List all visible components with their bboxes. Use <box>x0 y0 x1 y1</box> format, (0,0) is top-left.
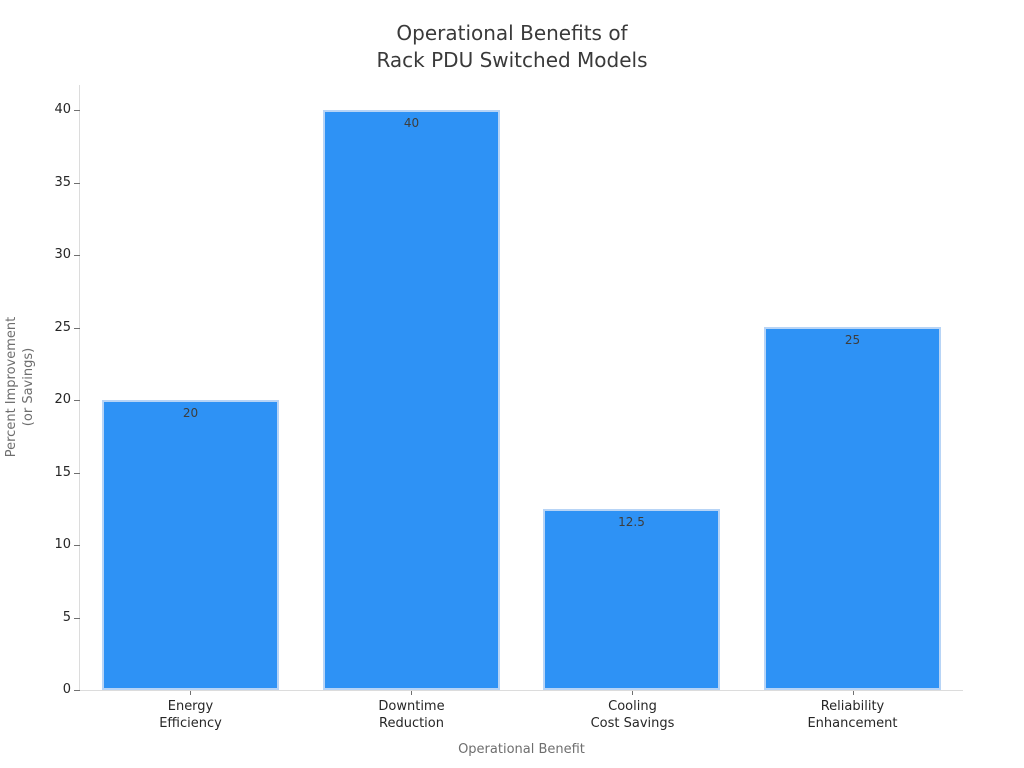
bar-value-label: 40 <box>403 116 420 130</box>
x-axis-label: Operational Benefit <box>458 742 585 757</box>
y-axis-label: Percent Improvement (or Savings) <box>4 316 36 458</box>
x-tick-label: Cooling Cost Savings <box>590 699 675 731</box>
bar-3: 12.5 <box>543 509 720 690</box>
bar-1: 20 <box>102 400 279 690</box>
y-tick-label: 40 <box>54 102 71 117</box>
y-tick-mark <box>74 545 80 546</box>
y-tick-label: 0 <box>62 682 71 697</box>
x-tick-mark <box>190 691 191 695</box>
y-tick-mark <box>74 327 80 329</box>
y-tick-label: 35 <box>54 174 71 190</box>
y-tick-label: 15 <box>54 464 71 480</box>
y-tick-mark <box>74 617 80 619</box>
y-tick-label: 30 <box>54 247 71 262</box>
y-tick-label: 10 <box>54 537 71 552</box>
y-tick-label: 20 <box>54 392 71 407</box>
y-tick-mark <box>74 690 80 691</box>
y-axis-spine <box>79 85 80 690</box>
x-axis-spine <box>80 690 963 691</box>
x-tick-mark <box>853 691 854 695</box>
x-tick-label: Energy Efficiency <box>159 699 222 731</box>
chart-title: Operational Benefits of Rack PDU Switche… <box>376 21 648 72</box>
bar-value-label: 12.5 <box>618 515 645 529</box>
bar-2: 40 <box>323 110 500 690</box>
bar-4: 25 <box>764 327 941 690</box>
x-tick-mark <box>632 691 633 695</box>
y-tick-mark <box>74 110 80 111</box>
x-tick-label: Downtime Reduction <box>378 699 445 731</box>
x-tick-mark <box>411 691 412 695</box>
y-tick-label: 25 <box>54 319 71 335</box>
y-tick-mark <box>74 255 80 256</box>
bar-value-label: 20 <box>182 406 199 420</box>
y-tick-mark <box>74 472 80 474</box>
bar-value-label: 25 <box>844 333 861 347</box>
x-tick-label: Reliability Enhancement <box>807 699 898 731</box>
y-tick-label: 5 <box>62 609 71 625</box>
y-tick-mark <box>74 182 80 184</box>
y-tick-mark <box>74 400 80 401</box>
